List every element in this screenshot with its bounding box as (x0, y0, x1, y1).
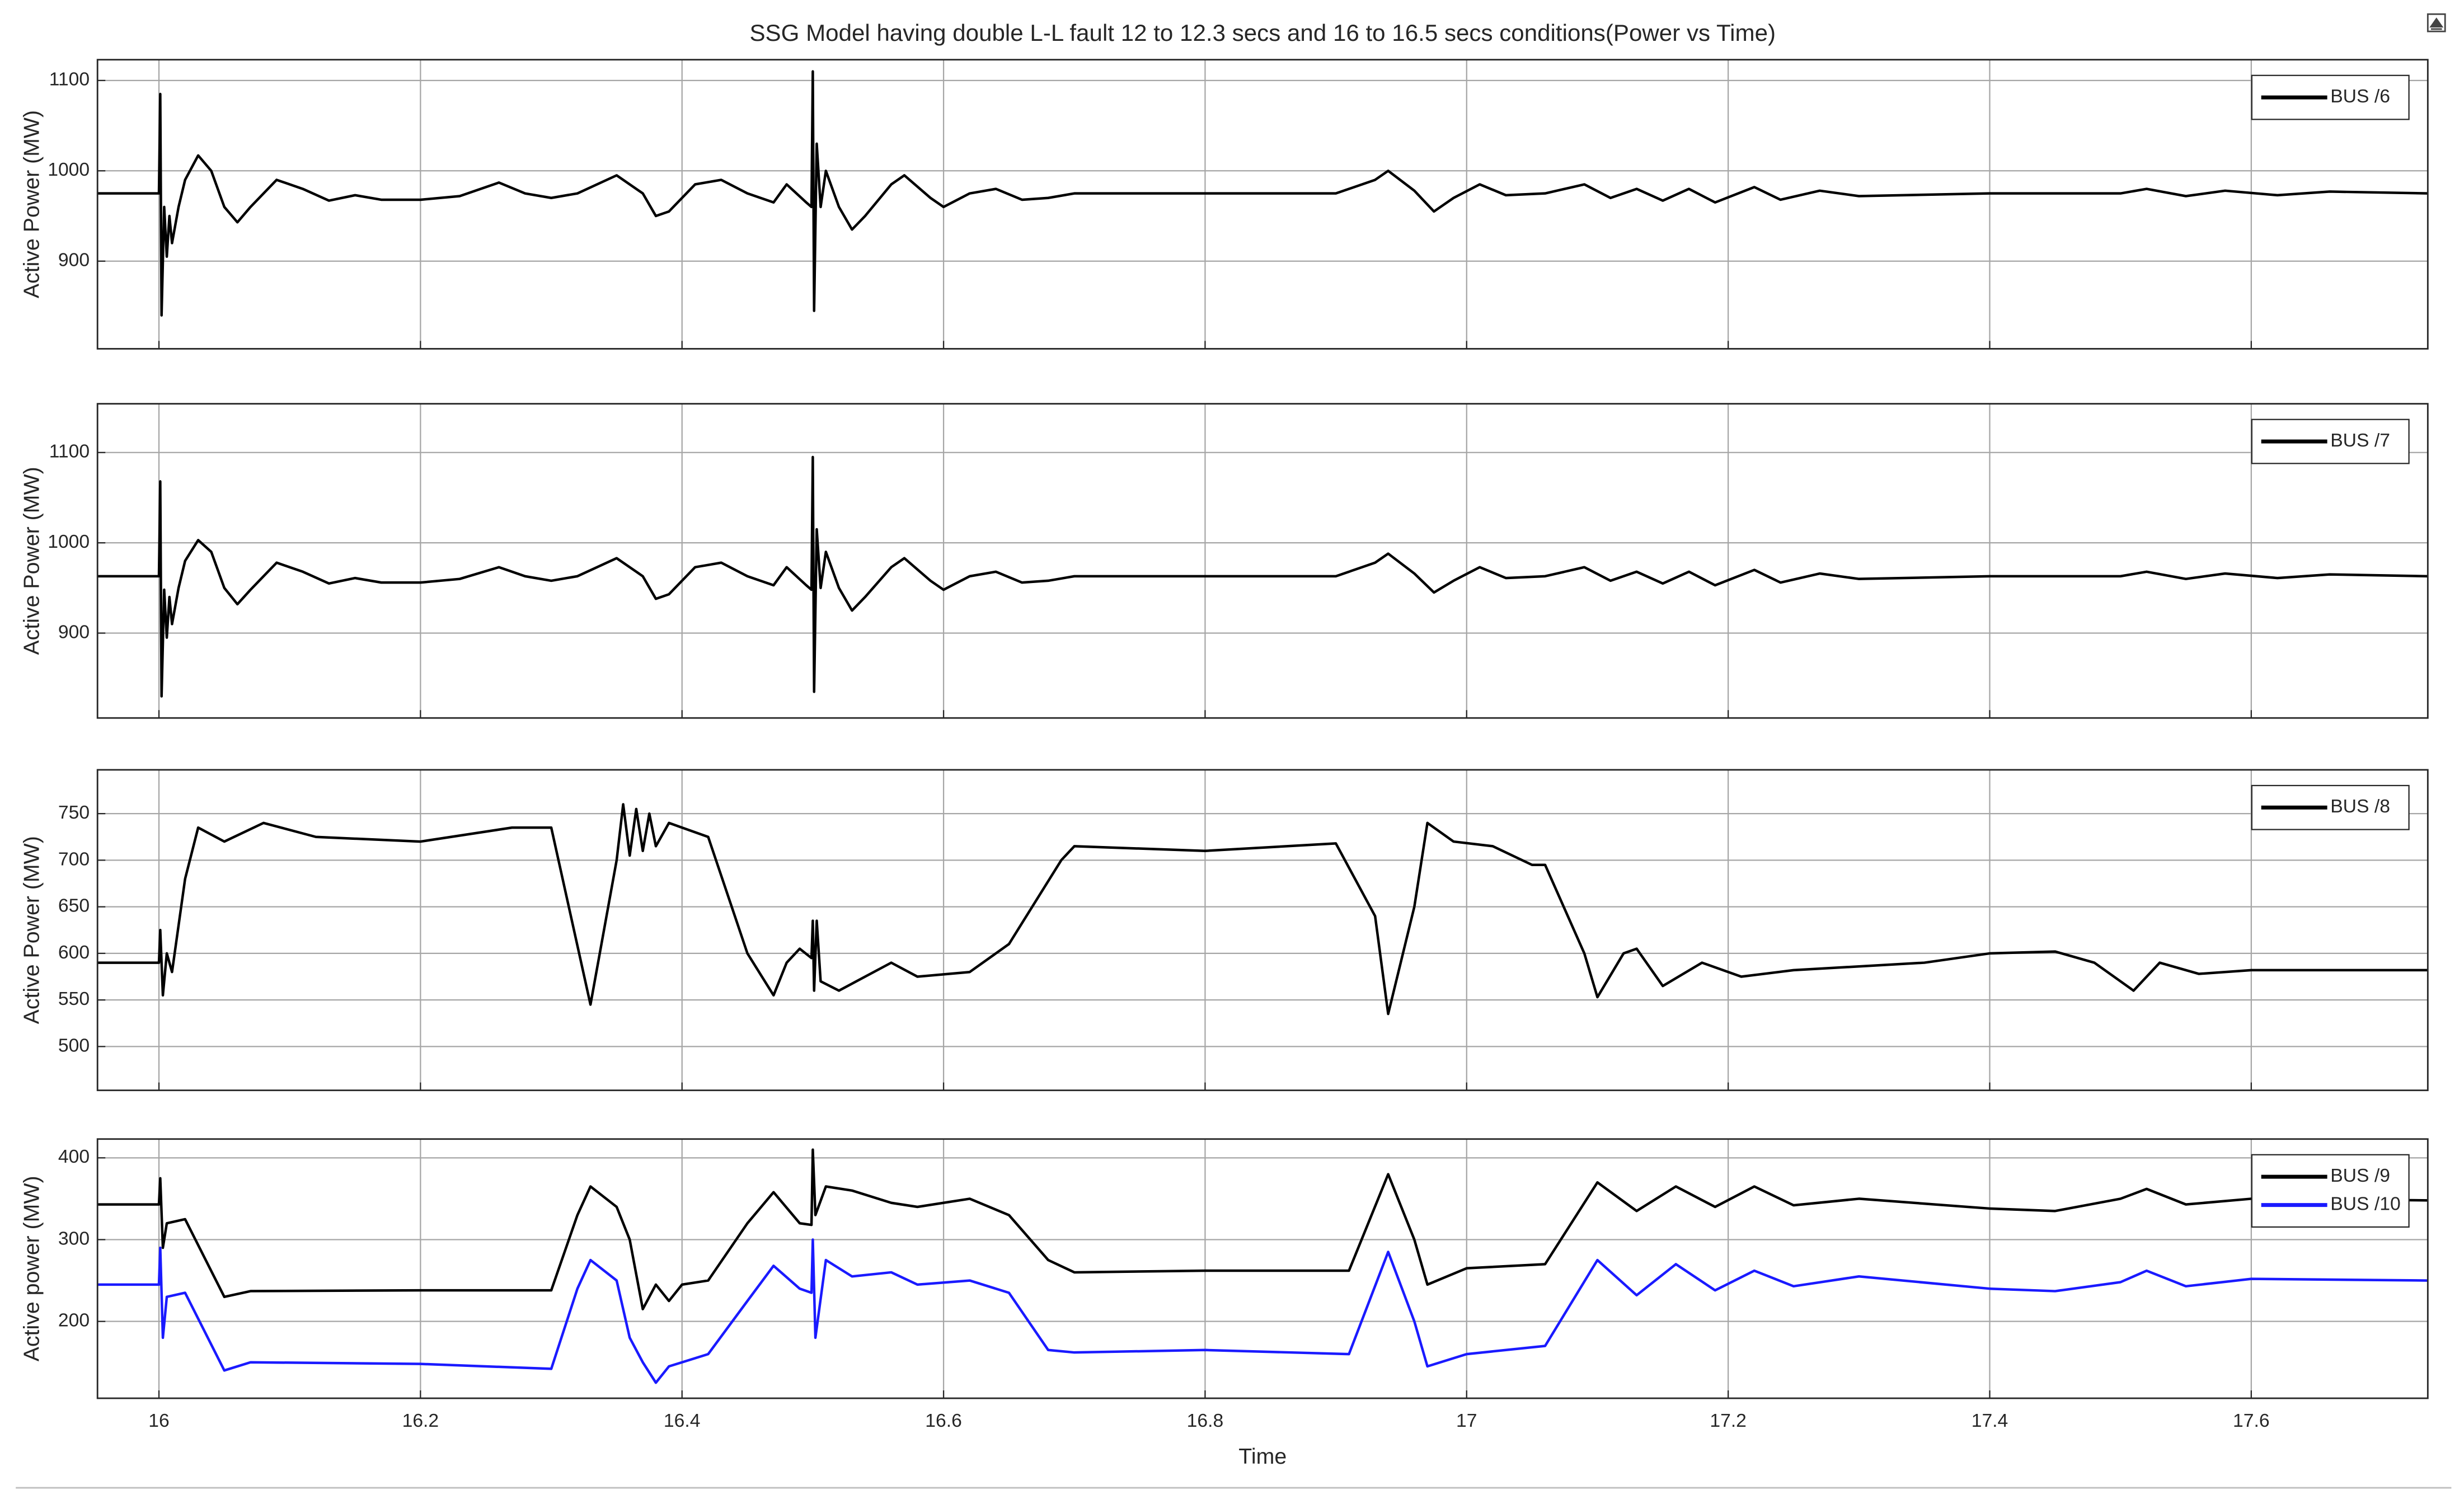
y-axis-label: Active Power (MW) (19, 467, 44, 655)
x-tick-label: 16.8 (1187, 1411, 1224, 1431)
y-axis-label: Active power (MW) (19, 1176, 44, 1361)
plot-area (97, 403, 2428, 718)
plot-area (97, 1139, 2428, 1399)
x-tick-label: 16.2 (402, 1411, 439, 1431)
plot-area (97, 59, 2428, 349)
y-tick-label: 900 (58, 622, 90, 642)
y-tick-label: 750 (58, 802, 90, 823)
y-tick-label: 700 (58, 849, 90, 870)
legend-label: BUS /10 (2330, 1194, 2400, 1215)
series-line (97, 803, 2428, 1016)
plot-area (97, 769, 2428, 1091)
chart-title: SSG Model having double L-L fault 12 to … (749, 20, 1776, 46)
series-line (97, 1238, 2428, 1384)
y-tick-label: 1100 (49, 69, 90, 90)
legend: BUS /8 (2251, 784, 2410, 830)
icon-glyph[interactable] (2429, 17, 2444, 30)
y-tick-label: 1100 (49, 441, 90, 462)
x-tick-label: 16.6 (925, 1411, 962, 1431)
x-tick-label: 16 (148, 1411, 169, 1431)
legend-label: BUS /8 (2330, 796, 2390, 817)
axes-frame (96, 59, 2429, 350)
y-tick-label: 200 (58, 1310, 90, 1331)
axes-frame (96, 1138, 2429, 1399)
y-tick-label: 1000 (48, 159, 90, 180)
y-tick-label: 900 (58, 250, 90, 271)
series-line (97, 1148, 2428, 1310)
legend-box (2251, 1154, 2410, 1228)
x-tick-label: 17.2 (1710, 1411, 1747, 1431)
y-tick-label: 650 (58, 896, 90, 916)
legend: BUS /9 BUS /10 (2251, 1154, 2410, 1228)
axes-frame (96, 769, 2429, 1092)
y-tick-label: 400 (58, 1146, 90, 1167)
y-tick-label: 550 (58, 989, 90, 1009)
x-tick-label: 17.4 (1972, 1411, 2008, 1431)
y-tick-label: 600 (58, 942, 90, 963)
legend-label: BUS /7 (2330, 430, 2390, 451)
legend: BUS /6 (2251, 74, 2410, 120)
axes-frame (96, 403, 2429, 719)
x-tick-label: 17 (1456, 1411, 1477, 1431)
x-tick-label: 16.4 (664, 1411, 701, 1431)
x-tick-label: 17.6 (2233, 1411, 2270, 1431)
series-line (97, 455, 2428, 698)
y-tick-label: 500 (58, 1035, 90, 1056)
series-line (97, 70, 2428, 317)
legend-label: BUS /6 (2330, 86, 2390, 107)
y-axis-label: Active Power (MW) (19, 836, 44, 1024)
x-axis-label: Time (1238, 1444, 1287, 1469)
y-tick-label: 300 (58, 1228, 90, 1249)
undock-icon[interactable] (2427, 13, 2446, 32)
y-axis-label: Active Power (MW) (19, 110, 44, 298)
legend-label: BUS /9 (2330, 1165, 2390, 1186)
y-tick-label: 1000 (48, 532, 90, 552)
legend: BUS /7 (2251, 419, 2410, 464)
